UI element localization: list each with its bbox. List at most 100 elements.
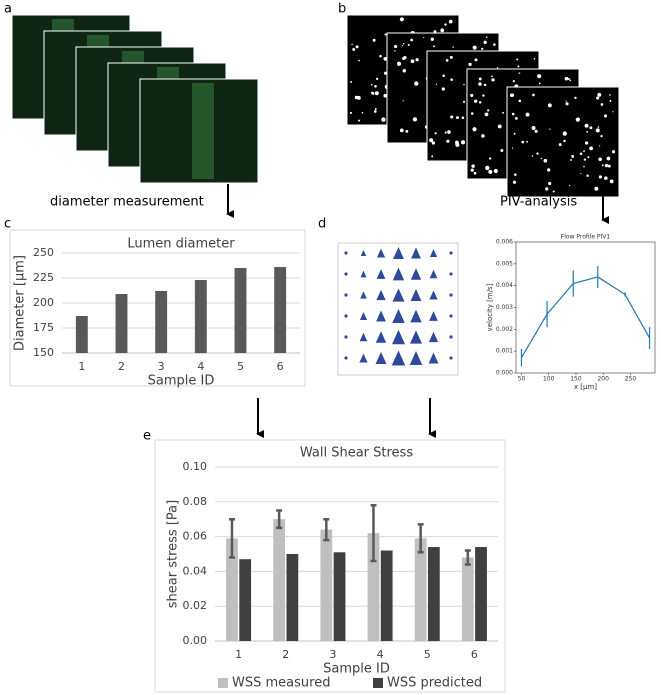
speck [531,126,536,130]
speck [370,83,373,86]
speck [374,84,377,88]
speck [493,168,498,174]
speck [483,40,487,45]
speck [374,91,379,96]
bar [226,538,238,641]
x-axis-label: Sample ID [323,662,390,677]
speck [410,38,413,42]
vector [410,288,422,302]
image-frame [506,86,620,198]
speck [402,56,406,60]
speck [361,111,364,114]
speck [548,181,552,186]
speck [482,94,485,97]
y-tick-label: 0.005 [496,260,513,267]
speck [512,80,515,83]
vector [392,288,405,302]
vector [392,309,405,323]
speck [433,45,435,48]
speck [564,76,569,81]
speck [518,72,521,74]
x-tick-label: 200 [597,376,609,383]
line [520,276,651,359]
speck [533,58,536,60]
bar [274,267,287,353]
step-label: PIV-analysis [500,195,577,210]
speck [534,129,538,133]
speck [446,139,450,143]
panel-label: a [4,2,12,17]
y-tick-label: 0.04 [183,564,208,577]
speck [604,164,609,168]
vector [359,312,368,320]
vector [360,270,367,278]
speck [396,61,402,66]
speck [485,36,488,38]
bar [234,268,247,353]
speck [402,100,404,102]
speck [444,131,447,134]
x-tick-label: 6 [471,648,478,661]
speck [447,130,451,134]
bar [194,280,207,353]
speck [583,158,586,161]
speck [355,45,359,49]
speck [532,93,535,97]
x-tick-label: 4 [197,360,204,373]
y-axis-label: Diameter [µm] [13,255,28,351]
speck [491,78,495,82]
speck [349,111,353,114]
speck [371,91,374,94]
panel-label: d [318,217,326,232]
speck [594,186,599,191]
bar [239,559,252,641]
y-tick-label: 175 [33,321,54,334]
speck [462,100,466,103]
speck [491,75,493,78]
x-tick-label: 3 [329,648,336,661]
bar [427,547,440,641]
vector [392,267,405,281]
speck [445,59,449,62]
speck [433,30,437,33]
y-tick-label: 0.08 [183,495,208,508]
vector [359,353,368,363]
y-tick-label: 0.000 [496,370,513,377]
y-tick-label: 0.06 [183,530,208,543]
speck [463,83,465,86]
vector [359,332,368,342]
speck [460,140,466,145]
vector [391,350,406,366]
speck [549,128,551,130]
speck [543,158,548,163]
panel-label: b [338,2,346,17]
speck [402,69,407,73]
bar [367,533,380,641]
speck [563,139,566,143]
speck [538,82,541,85]
plot-frame [515,241,656,374]
panel-label: e [143,429,151,444]
vector [344,251,348,255]
speck [497,124,502,129]
speck [601,164,604,167]
step-label: diameter measurement [50,195,204,210]
speck [471,112,474,115]
error-bar [228,517,235,559]
speck [351,43,353,46]
speck [358,119,361,122]
speck [489,157,492,160]
speck [513,132,516,135]
x-tick-label: 5 [424,648,431,661]
speck [429,138,434,143]
speck [381,117,386,122]
error-bar [370,504,377,563]
speck [599,145,601,147]
speck [452,46,454,48]
vector [344,356,348,360]
x-tick-label: 250 [625,376,637,383]
bar [380,550,393,641]
speck [571,155,575,158]
y-tick-label: 0.10 [183,460,208,473]
